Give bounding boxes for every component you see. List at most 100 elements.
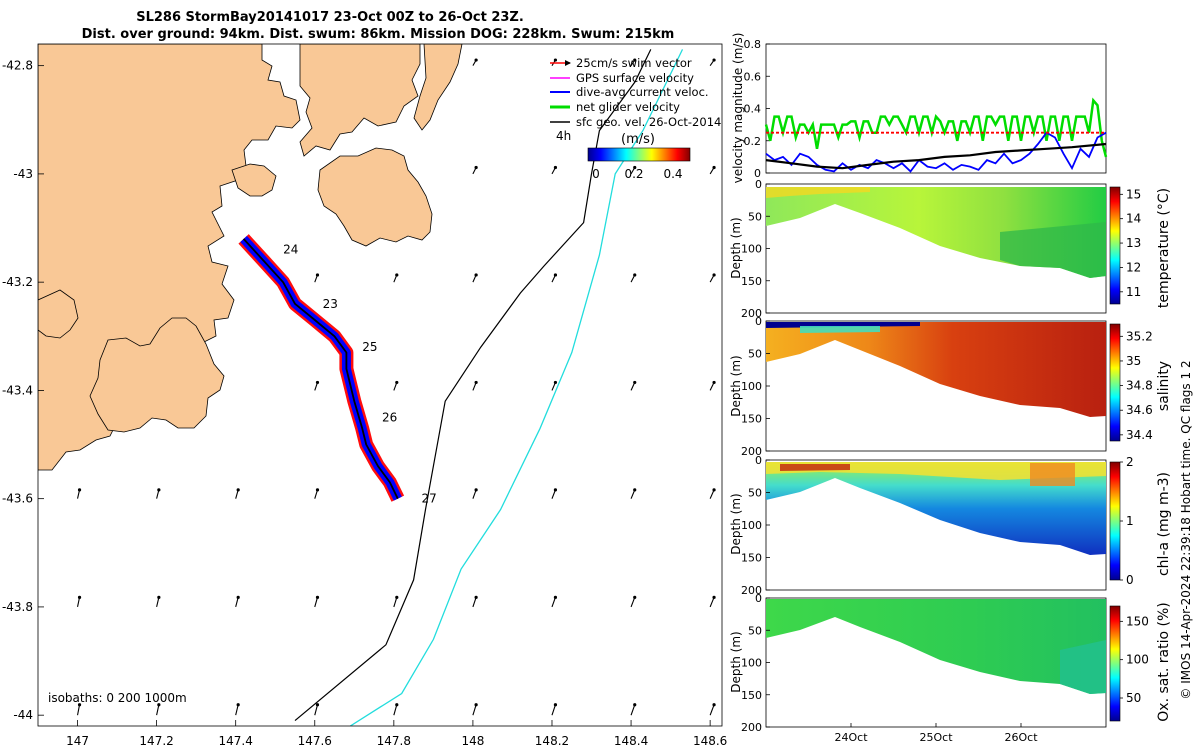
- geo-arrow: [76, 704, 81, 716]
- map-xtick-6: 148.2: [535, 734, 569, 748]
- vel-ytick-2: 0.4: [744, 103, 762, 116]
- geo-arrow-head: [474, 595, 478, 599]
- geo-arrow-head: [315, 703, 320, 707]
- cbar-tick-4-0: 0: [1126, 573, 1134, 587]
- geo-arrow-head: [315, 380, 320, 385]
- map-legend: 25cm/s swim vector GPS surface velocity …: [550, 56, 721, 181]
- glider-track: [242, 238, 399, 500]
- cbar-tick-4-2: 2: [1126, 455, 1134, 469]
- geo-arrow-head: [553, 488, 558, 492]
- velocity-ticks: 0 0.2 0.4 0.6 0.8: [744, 38, 770, 180]
- figure-title-line2: Dist. over ground: 94km. Dist. swum: 86k…: [82, 27, 675, 42]
- depth-tick-2-0: 0: [755, 178, 762, 191]
- velocity-axes: [765, 43, 1107, 174]
- day-label-25: 25: [362, 340, 377, 354]
- map-xtick-7: 148.4: [614, 734, 648, 748]
- land-tasman-north: [231, 163, 277, 197]
- map-xtick-4: 147.8: [377, 734, 411, 748]
- depth-tick-4-3: 150: [741, 552, 762, 565]
- cbar-tick-3-2: 34.8: [1126, 379, 1153, 393]
- day-label-24: 24: [283, 243, 298, 257]
- geo-arrow: [314, 704, 319, 716]
- vel-series-1: [765, 131, 1107, 173]
- vel-ytick-4: 0.8: [744, 38, 762, 51]
- map-xtick-3: 147.6: [298, 734, 332, 748]
- map-ytick-3: -43.4: [2, 383, 33, 397]
- legend-colorbar: [587, 147, 691, 162]
- depth-tick-2-3: 150: [741, 275, 762, 288]
- geo-arrow-head: [633, 380, 637, 385]
- geo-arrow: [551, 704, 556, 716]
- salinity-cbar-label: salinity: [1156, 361, 1172, 411]
- geo-arrow-head: [474, 165, 478, 170]
- geo-arrow-head: [712, 58, 716, 62]
- map-ytick-5: -43.8: [2, 600, 33, 614]
- geo-arrow-head: [633, 165, 637, 170]
- map-ytick-6: -44: [13, 708, 33, 722]
- cbar-tick-2-3: 14: [1126, 212, 1141, 226]
- legend-gps: GPS surface velocity: [576, 71, 694, 85]
- geo-arrow-head: [77, 488, 82, 492]
- geo-arrow-head: [157, 488, 161, 492]
- map-frame: [37, 43, 723, 727]
- depth-tick-3-2: 100: [741, 380, 762, 393]
- legend-cbar-tick-2: 0.4: [663, 167, 682, 181]
- geo-arrow-head: [77, 703, 82, 707]
- cbar-tick-3-3: 35: [1126, 354, 1141, 368]
- legend-cbar-tick-1: 0.2: [624, 167, 643, 181]
- temperature-warm-surface: [766, 187, 870, 198]
- velocity-panel: 0 0.2 0.4 0.6 0.8 velocity magnitude (m/s): [731, 33, 1108, 184]
- salinity-mid-surface: [800, 326, 880, 333]
- day-label-23: 23: [323, 297, 338, 311]
- velocity-ylabel: velocity magnitude (m/s): [731, 33, 745, 184]
- time-tick-1: 25Oct: [919, 731, 953, 744]
- geo-arrow-head: [395, 595, 399, 599]
- figure-title-line1: SL286 StormBay20141017 23-Oct 00Z to 26-…: [136, 10, 524, 25]
- geo-arrow: [472, 597, 477, 608]
- isobath-1000m: [349, 49, 684, 726]
- geo-arrow-head: [236, 703, 240, 707]
- map-ytick-4: -43.6: [2, 492, 33, 506]
- depth-tick-3-4: 200: [741, 445, 762, 458]
- geo-arrow: [630, 704, 636, 716]
- cbar-tick-2-0: 11: [1126, 285, 1141, 299]
- chl-cbar-label: chl-a (mg m-3): [1156, 472, 1172, 576]
- geo-arrow-head: [157, 703, 161, 707]
- isobath-200m: [294, 49, 652, 722]
- chl-data: [766, 462, 1106, 555]
- geo-arrow: [709, 597, 715, 608]
- temperature-colorbar: [1109, 186, 1121, 305]
- geo-arrow: [156, 597, 160, 608]
- cbar-tick-2-1: 12: [1126, 260, 1141, 274]
- vel-series-3: [765, 142, 1107, 170]
- salinity-panel: 0 50 100 150 200 34.4 34.6 34.8 35 35.2 Depth (m)…: [729, 315, 1172, 458]
- vel-ytick-3: 0.6: [744, 70, 762, 83]
- geo-arrow-head: [395, 703, 399, 707]
- salinity-data: [766, 322, 1106, 417]
- geo-arrow-head: [633, 488, 637, 492]
- temperature-ticks: 0 50 100 150 200 11 12 13 14 15: [741, 178, 1141, 320]
- cbar-tick-5-1: 100: [1126, 653, 1149, 667]
- oxygen-data: [766, 599, 1106, 694]
- land-maria: [413, 44, 463, 131]
- oxygen-ticks: 0 50 100 150 200 50 100 150: [741, 592, 1149, 734]
- temperature-panel: 0 50 100 150 200 11 12 13 14 15 Depth (m) tempera…: [729, 178, 1172, 320]
- legend-cbar-tick-0: 0: [592, 167, 600, 181]
- geo-arrow-head: [553, 273, 558, 277]
- depth-tick-4-2: 100: [741, 519, 762, 532]
- legend-scale-label: 4h: [556, 129, 571, 143]
- geo-arrow-head: [633, 273, 637, 277]
- land-north: [299, 44, 421, 157]
- geo-arrow-head: [712, 165, 716, 170]
- cbar-tick-3-0: 34.4: [1126, 428, 1153, 442]
- chl-colorbar: [1109, 461, 1121, 581]
- depth-tick-5-0: 0: [755, 592, 762, 605]
- cbar-tick-2-4: 15: [1126, 187, 1141, 201]
- vel-ytick-0: 0: [754, 167, 761, 180]
- depth-tick-2-2: 100: [741, 243, 762, 256]
- chl-ticks: 0 50 100 150 200 0 1 2: [741, 454, 1134, 597]
- time-tick-0: 24Oct: [834, 731, 868, 744]
- geo-arrow: [472, 704, 477, 716]
- geo-arrow-head: [553, 58, 558, 62]
- geo-arrow-head: [395, 273, 399, 277]
